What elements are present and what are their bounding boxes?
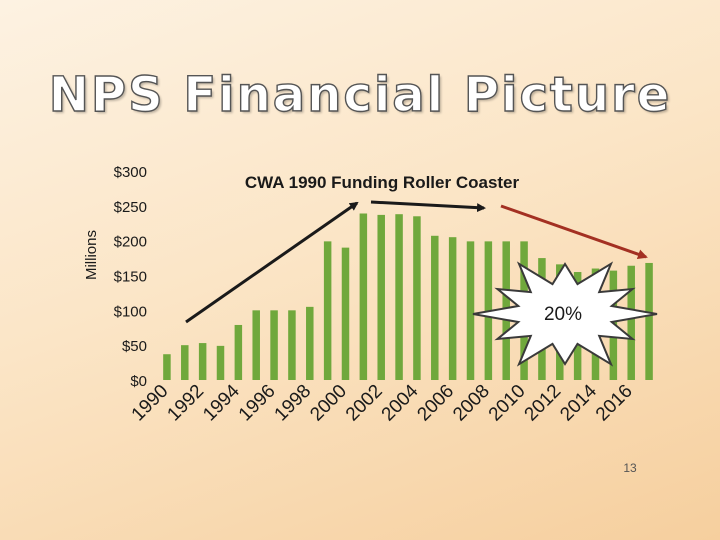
x-tick-label: 2000 — [306, 381, 351, 426]
bar-2002 — [377, 214, 385, 380]
callout-label: 20% — [544, 304, 582, 325]
bar-1992 — [198, 343, 207, 380]
y-tick-label: $250 — [114, 199, 147, 216]
bar-1994 — [234, 324, 243, 380]
bar-2005 — [431, 235, 439, 380]
peak-trend-arrow — [370, 200, 486, 213]
bar-1996 — [270, 310, 278, 380]
x-tick-label: 1998 — [271, 381, 316, 426]
callout-burst — [472, 261, 658, 367]
bar-2007 — [466, 241, 475, 380]
page-number: 13 — [623, 461, 637, 475]
bar-1998 — [306, 306, 314, 380]
y-tick-label: $100 — [114, 303, 147, 320]
bar-2016 — [627, 265, 635, 380]
rise-trend-arrow — [185, 201, 359, 324]
bar-1999 — [323, 241, 332, 380]
decline-trend-arrow — [500, 204, 648, 260]
x-tick-label: 1994 — [199, 380, 244, 425]
x-tick-label: 2002 — [342, 381, 387, 426]
y-axis: $0 $50 $100 $150 $200 $250 $300 — [114, 164, 147, 390]
x-tick-label: 2004 — [378, 380, 423, 425]
bar-1997 — [288, 310, 296, 380]
y-tick-label: $50 — [122, 338, 147, 355]
bar-2017 — [645, 262, 653, 380]
y-axis-label: Millions — [83, 230, 100, 280]
bar-1990 — [163, 354, 171, 380]
chart-title: CWA 1990 Funding Roller Coaster — [245, 173, 520, 192]
bar-2004 — [413, 216, 421, 380]
x-axis: 1990199219941996199820002002200420062008… — [128, 380, 637, 425]
x-tick-label: 2016 — [592, 381, 637, 426]
bar-2001 — [359, 213, 368, 380]
bar-2006 — [448, 237, 457, 380]
x-tick-label: 2014 — [556, 380, 601, 425]
x-tick-label: 1992 — [163, 381, 208, 426]
x-tick-label: 2012 — [521, 381, 566, 426]
y-tick-label: $300 — [114, 164, 147, 181]
bar-1993 — [216, 345, 225, 380]
x-tick-label: 2008 — [449, 381, 494, 426]
slide-title: NPS Financial Picture — [48, 67, 672, 123]
bar-1995 — [252, 310, 260, 380]
y-tick-label: $150 — [114, 269, 147, 286]
x-tick-label: 2010 — [485, 381, 530, 426]
bar-2003 — [395, 214, 403, 380]
x-tick-label: 1996 — [235, 381, 280, 426]
bar-2000 — [341, 247, 350, 380]
y-tick-label: $200 — [114, 234, 147, 251]
y-tick-label: $0 — [130, 373, 147, 390]
bar-1991 — [181, 345, 189, 380]
x-tick-label: 2006 — [413, 381, 458, 426]
